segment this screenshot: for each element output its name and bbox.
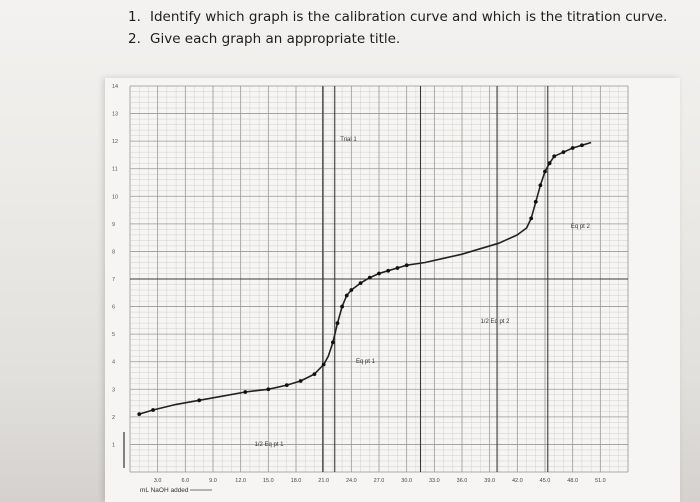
x-tick-label: 27.0 [374,478,385,484]
x-tick-label: 12.0 [235,478,246,484]
data-point [538,183,543,188]
data-point [298,379,303,383]
data-point [284,383,289,388]
data-point [312,372,317,377]
question-2-text: Give each graph an appropriate title. [150,31,401,47]
y-tick-label: 5 [112,332,115,338]
data-point [570,146,575,150]
y-tick-label: 9 [112,222,115,228]
y-tick-label: 6 [112,305,115,311]
data-point [367,275,372,280]
data-point [349,288,354,292]
data-point [529,216,534,221]
data-point [377,271,381,276]
y-tick-label: 10 [112,194,118,200]
x-tick-label: 48.0 [567,478,578,484]
question-2: 2. Give each graph an appropriate title. [128,28,688,50]
annotation-label: Eq pt 2 [571,224,591,230]
marker-layer [137,143,584,416]
data-point [547,161,552,166]
x-tick-label: 36.0 [457,478,468,484]
x-tick-label: 15.0 [263,478,274,484]
question-1: 1. Identify which graph is the calibratio… [128,6,688,28]
question-1-number: 1. [128,9,141,25]
x-tick-label: 33.0 [429,478,440,484]
data-point [543,169,547,174]
x-axis-label: mL NaOH added [140,487,189,494]
annotation-label: 1/2 Eq pt 2 [480,319,510,325]
data-point [386,268,391,273]
y-tick-label: 1 [112,442,115,448]
x-tick-label: 30.0 [401,478,412,484]
x-tick-label: 24.0 [346,478,357,484]
y-tick-label: 11 [112,167,118,173]
data-point [533,199,538,204]
x-tick-label: 42.0 [512,478,523,484]
annotation-label: Trial 1 [340,137,357,143]
data-point [561,150,566,155]
data-point [197,398,202,403]
data-point [321,362,326,367]
y-tick-label: 8 [112,249,115,255]
annotation-label: 1/2 Eq pt 1 [255,442,285,448]
data-point [358,281,363,286]
data-point [243,390,248,394]
data-point [340,304,345,309]
y-tick-label: 13 [112,112,118,118]
x-tick-label: 9.0 [209,478,217,484]
data-point [552,154,557,159]
data-point [330,340,335,345]
data-point [137,412,142,416]
data-point [335,321,340,326]
y-tick-label: 2 [112,415,115,421]
y-tick-label: 3 [112,387,115,393]
question-2-number: 2. [128,31,141,47]
x-tick-label: 39.0 [484,478,495,484]
y-tick-label: 7 [112,277,115,283]
series-line [138,141,592,415]
data-point [266,387,271,392]
data-point [395,266,400,270]
x-tick-label: 21.0 [318,478,329,484]
series-layer [138,141,592,415]
data-point [404,263,409,268]
y-tick-label: 4 [112,360,115,366]
question-1-text: Identify which graph is the calibration … [150,9,668,25]
y-tick-label: 14 [112,84,118,90]
y-tick-label: 12 [112,139,118,145]
annotation-label: Eq pt 1 [356,359,376,365]
question-list: 1. Identify which graph is the calibratio… [128,6,688,50]
x-tick-label: 3.0 [154,478,162,484]
x-tick-label: 6.0 [182,478,190,484]
x-tick-labels: 3.0 6.0 9.0 12.0 15.0 18.0 21.0 24.0 27.0 30.0 33.… [154,478,606,484]
x-tick-label: 45.0 [540,478,551,484]
data-point [579,143,584,148]
data-point [151,408,155,412]
data-point [344,293,349,298]
x-tick-label: 18.0 [291,478,302,484]
x-tick-label: 51.0 [595,478,606,484]
reference-lines [130,86,628,472]
annotation-layer: Trial 1 Eq pt 2 1/2 Eq pt 2 Eq pt 1 1/2 Eq p… [255,137,591,448]
